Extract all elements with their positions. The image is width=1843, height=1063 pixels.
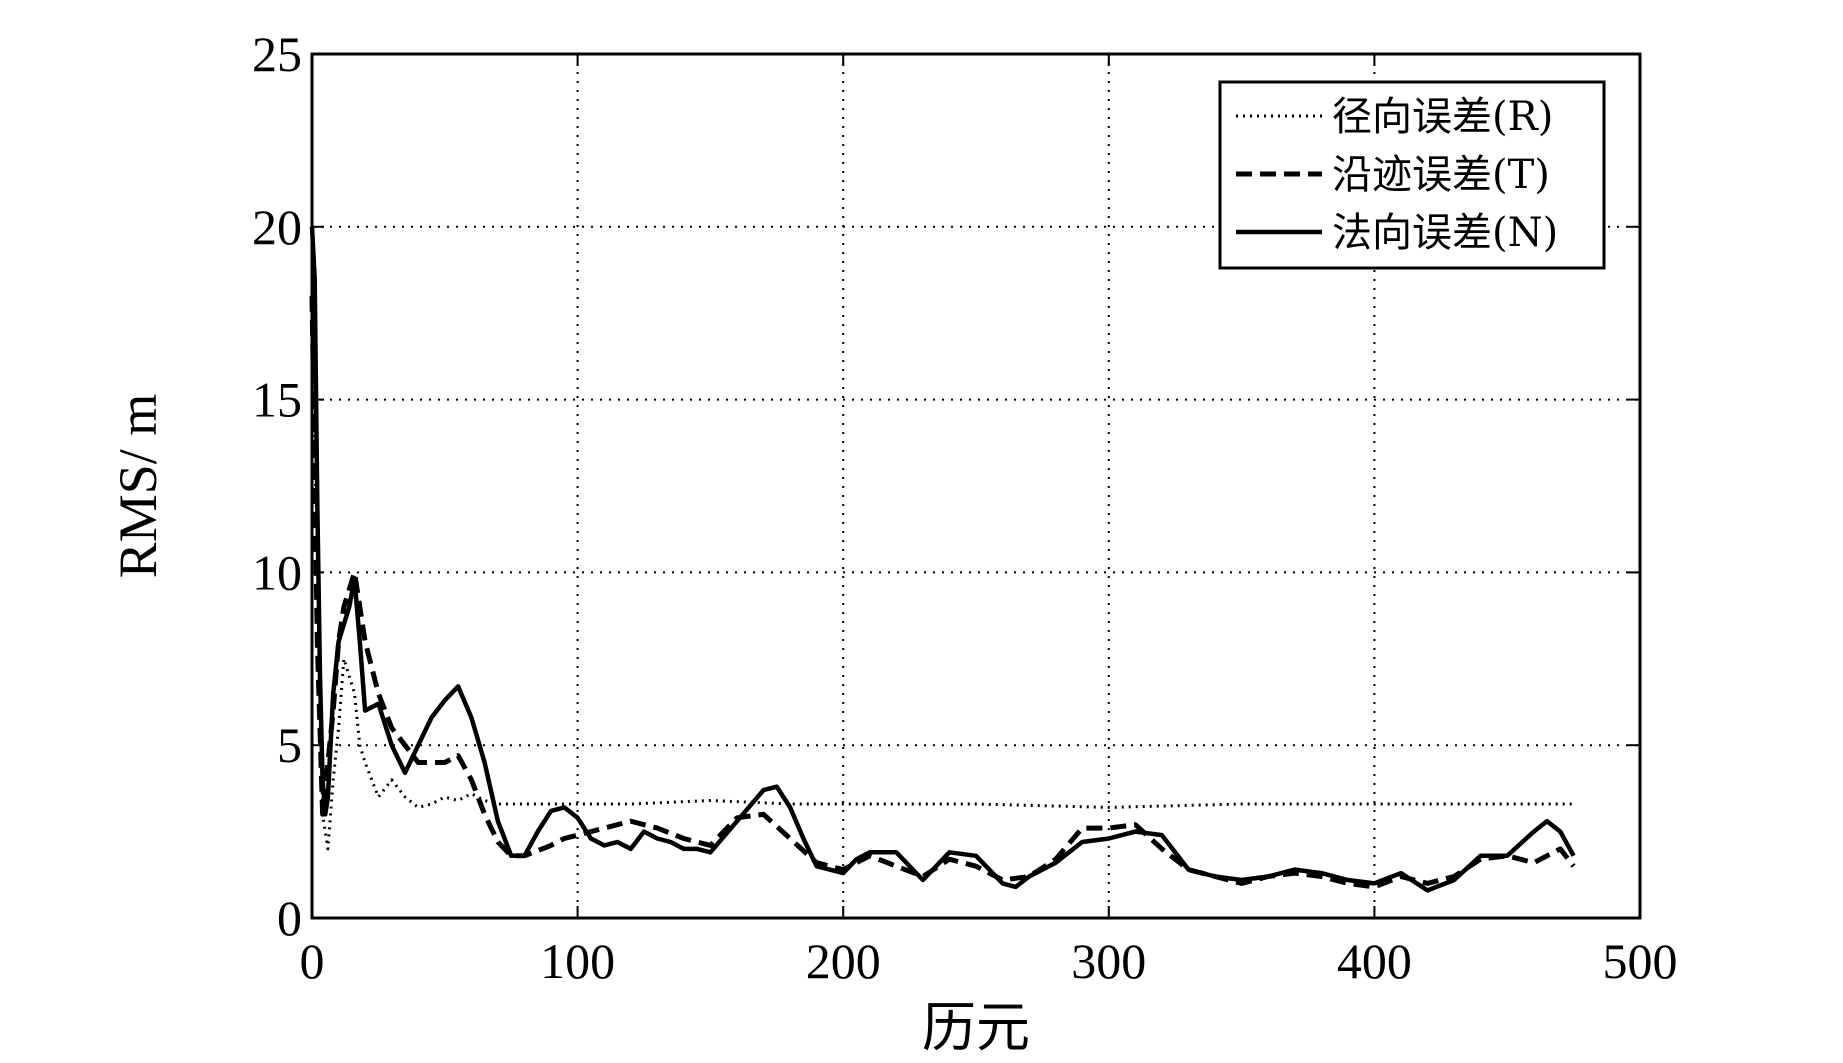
x-tick-label: 400 — [1337, 933, 1412, 989]
x-tick-label: 100 — [540, 933, 615, 989]
y-tick-label: 10 — [252, 544, 302, 600]
plot-frame — [310, 52, 1642, 920]
series-line — [309, 295, 1576, 890]
series-line — [309, 226, 1576, 893]
y-axis-label: RMS/ m — [108, 394, 168, 579]
series-line — [310, 364, 1574, 851]
y-tick-label: 0 — [277, 890, 302, 946]
y-tick-label: 15 — [252, 372, 302, 428]
x-tick-label: 200 — [806, 933, 881, 989]
x-tick-label: 500 — [1603, 933, 1678, 989]
y-tick-label: 25 — [252, 26, 302, 82]
y-tick-labels: 0 5 10 15 20 25 — [252, 26, 302, 946]
axis-ticks — [311, 53, 1641, 919]
y-tick-label: 5 — [277, 717, 302, 773]
legend-label: 径向误差(R) — [1332, 94, 1553, 140]
legend: 径向误差(R) 沿迹误差(T) 法向误差(N) — [1218, 80, 1606, 270]
legend-label: 沿迹误差(T) — [1332, 152, 1550, 198]
x-axis-label: 历元 — [922, 998, 1030, 1058]
x-tick-label: 0 — [300, 933, 325, 989]
y-tick-label: 20 — [252, 199, 302, 255]
legend-label: 法向误差(N) — [1332, 210, 1558, 256]
x-tick-label: 300 — [1071, 933, 1146, 989]
x-tick-labels: 0 100 200 300 400 500 — [300, 933, 1678, 989]
series-lines — [309, 226, 1576, 893]
